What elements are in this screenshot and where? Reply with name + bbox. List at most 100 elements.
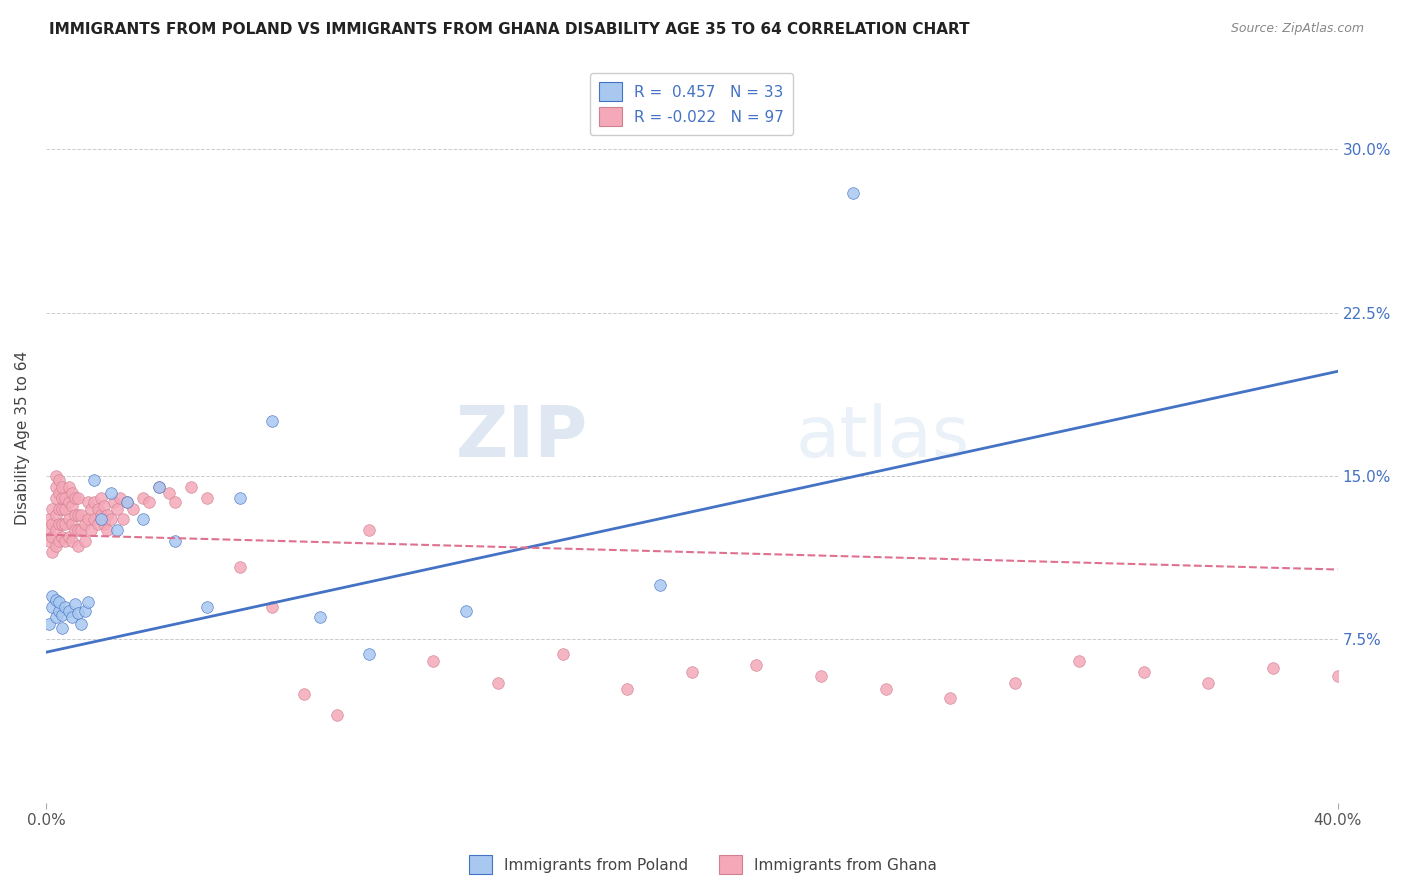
Point bbox=[53, 516, 76, 531]
Point bbox=[51, 608, 73, 623]
Point bbox=[63, 491, 86, 505]
Point bbox=[53, 491, 76, 505]
Point bbox=[100, 512, 122, 526]
Point bbox=[45, 491, 67, 505]
Point bbox=[41, 530, 63, 544]
Point bbox=[260, 414, 283, 428]
Text: Source: ZipAtlas.com: Source: ZipAtlas.com bbox=[1230, 22, 1364, 36]
Point bbox=[45, 524, 67, 538]
Point bbox=[51, 501, 73, 516]
Point bbox=[1391, 682, 1406, 697]
Point bbox=[77, 512, 100, 526]
Point bbox=[41, 516, 63, 531]
Point bbox=[165, 495, 187, 509]
Point bbox=[357, 648, 380, 662]
Point bbox=[63, 508, 86, 522]
Point bbox=[80, 524, 103, 538]
Point bbox=[45, 610, 67, 624]
Point bbox=[45, 539, 67, 553]
Point bbox=[100, 486, 122, 500]
Point bbox=[38, 616, 60, 631]
Point bbox=[165, 534, 187, 549]
Point bbox=[103, 495, 125, 509]
Point bbox=[53, 501, 76, 516]
Point bbox=[197, 491, 219, 505]
Point bbox=[53, 599, 76, 614]
Point bbox=[80, 501, 103, 516]
Point bbox=[67, 524, 90, 538]
Text: IMMIGRANTS FROM POLAND VS IMMIGRANTS FROM GHANA DISABILITY AGE 35 TO 64 CORRELAT: IMMIGRANTS FROM POLAND VS IMMIGRANTS FRO… bbox=[49, 22, 970, 37]
Point bbox=[810, 669, 832, 683]
Point bbox=[197, 599, 219, 614]
Point bbox=[648, 578, 671, 592]
Point bbox=[73, 534, 96, 549]
Point bbox=[875, 682, 897, 697]
Point bbox=[60, 534, 83, 549]
Point bbox=[616, 682, 638, 697]
Point bbox=[41, 501, 63, 516]
Point bbox=[48, 534, 70, 549]
Point bbox=[45, 593, 67, 607]
Point bbox=[60, 500, 83, 514]
Point bbox=[41, 545, 63, 559]
Point bbox=[842, 186, 865, 200]
Point bbox=[93, 500, 115, 514]
Point bbox=[1004, 675, 1026, 690]
Point bbox=[115, 495, 138, 509]
Point bbox=[38, 534, 60, 549]
Point bbox=[1198, 675, 1220, 690]
Point bbox=[422, 654, 444, 668]
Point bbox=[45, 508, 67, 522]
Point bbox=[63, 598, 86, 612]
Point bbox=[148, 480, 170, 494]
Point bbox=[41, 589, 63, 603]
Point bbox=[51, 491, 73, 505]
Point bbox=[90, 491, 112, 505]
Point bbox=[551, 648, 574, 662]
Point bbox=[73, 516, 96, 531]
Point bbox=[53, 534, 76, 549]
Y-axis label: Disability Age 35 to 64: Disability Age 35 to 64 bbox=[15, 351, 30, 524]
Point bbox=[228, 560, 250, 574]
Point bbox=[83, 473, 105, 487]
Point bbox=[228, 491, 250, 505]
Point bbox=[83, 495, 105, 509]
Point bbox=[60, 486, 83, 500]
Point bbox=[325, 708, 347, 723]
Point bbox=[45, 468, 67, 483]
Point bbox=[70, 616, 93, 631]
Point bbox=[48, 595, 70, 609]
Point bbox=[90, 512, 112, 526]
Point bbox=[48, 473, 70, 487]
Point bbox=[486, 675, 509, 690]
Point bbox=[1069, 654, 1091, 668]
Point bbox=[83, 512, 105, 526]
Point bbox=[939, 691, 962, 706]
Point bbox=[454, 604, 477, 618]
Point bbox=[67, 491, 90, 505]
Point bbox=[60, 516, 83, 531]
Point bbox=[58, 512, 80, 526]
Point bbox=[180, 480, 202, 494]
Point bbox=[681, 665, 703, 679]
Point bbox=[90, 508, 112, 522]
Point bbox=[132, 512, 155, 526]
Point bbox=[77, 495, 100, 509]
Point bbox=[51, 480, 73, 494]
Point bbox=[77, 595, 100, 609]
Point bbox=[292, 687, 315, 701]
Point bbox=[110, 491, 132, 505]
Point bbox=[38, 512, 60, 526]
Point bbox=[48, 501, 70, 516]
Point bbox=[157, 486, 180, 500]
Point bbox=[115, 495, 138, 509]
Legend: Immigrants from Poland, Immigrants from Ghana: Immigrants from Poland, Immigrants from … bbox=[463, 849, 943, 880]
Text: atlas: atlas bbox=[796, 403, 970, 472]
Point bbox=[105, 501, 128, 516]
Point bbox=[48, 486, 70, 500]
Point bbox=[63, 524, 86, 538]
Point bbox=[41, 599, 63, 614]
Point bbox=[58, 530, 80, 544]
Point bbox=[132, 491, 155, 505]
Point bbox=[96, 524, 118, 538]
